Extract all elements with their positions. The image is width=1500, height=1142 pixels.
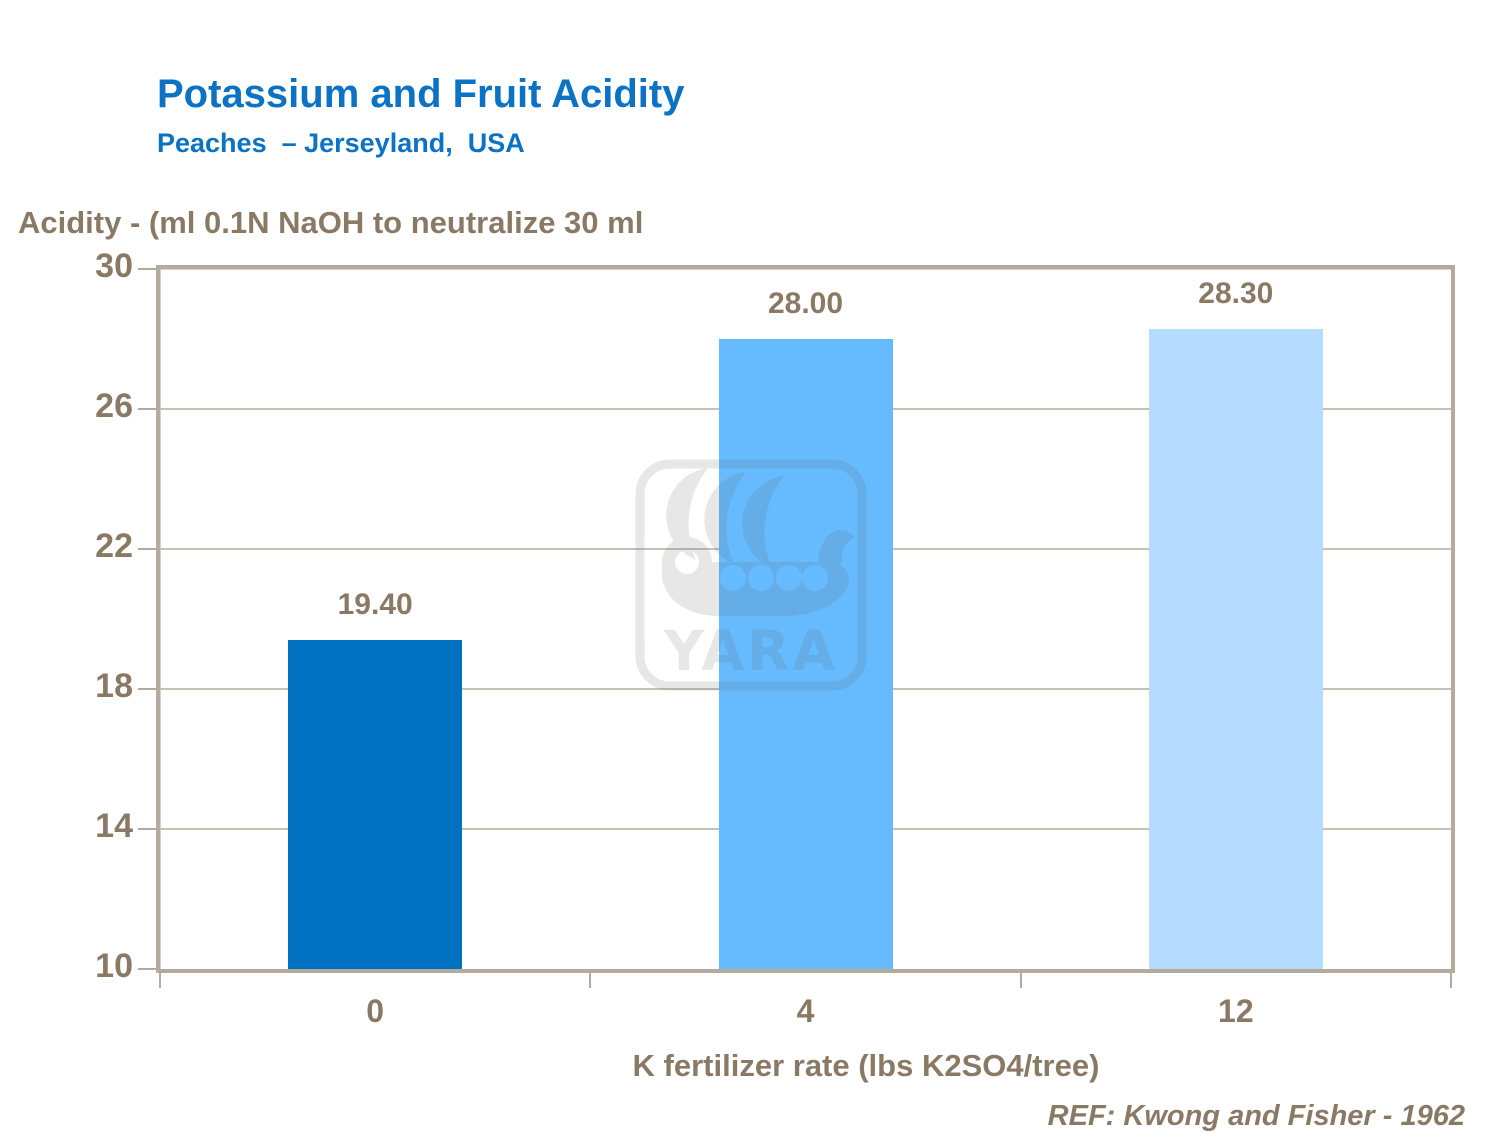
- bar-12: [1148, 328, 1323, 969]
- y-tick-mark-22: [138, 548, 156, 550]
- bar-value-label: 19.40: [337, 588, 413, 621]
- y-tick-label-10: 10: [95, 947, 133, 985]
- y-tick-mark-18: [138, 688, 156, 690]
- x-tick-mark-1: [589, 973, 592, 988]
- y-axis-title: Acidity - (ml 0.1N NaOH to neutralize 30…: [18, 205, 644, 240]
- bar-value-label: 28.00: [767, 287, 844, 320]
- y-tick-label-22: 22: [95, 527, 133, 565]
- y-tick-mark-30: [138, 268, 156, 270]
- x-category-label-4: 4: [796, 993, 815, 1029]
- bar-value-label: 28.30: [1198, 276, 1274, 310]
- y-tick-mark-14: [138, 828, 156, 830]
- reference-text: REF: Kwong and Fisher - 1962: [1047, 1100, 1465, 1132]
- bar-0: [288, 640, 463, 969]
- bar-4: [718, 339, 893, 969]
- y-tick-label-18: 18: [95, 667, 133, 705]
- chart-subtitle: Peaches – Jerseyland, USA: [157, 128, 525, 158]
- y-tick-mark-26: [138, 408, 156, 410]
- y-tick-label-30: 30: [95, 247, 133, 285]
- x-tick-mark-0: [159, 973, 161, 988]
- x-category-label-0: 0: [366, 993, 385, 1029]
- x-category-label-12: 12: [1218, 993, 1254, 1029]
- x-tick-mark-3: [1450, 973, 1452, 988]
- x-axis-title: K fertilizer rate (lbs K2SO4/tree): [632, 1048, 1100, 1083]
- chart-title: Potassium and Fruit Acidity: [157, 72, 685, 116]
- x-tick-mark-2: [1019, 973, 1022, 988]
- y-tick-label-26: 26: [95, 387, 133, 425]
- y-tick-label-14: 14: [95, 807, 133, 845]
- y-tick-mark-10: [138, 968, 156, 970]
